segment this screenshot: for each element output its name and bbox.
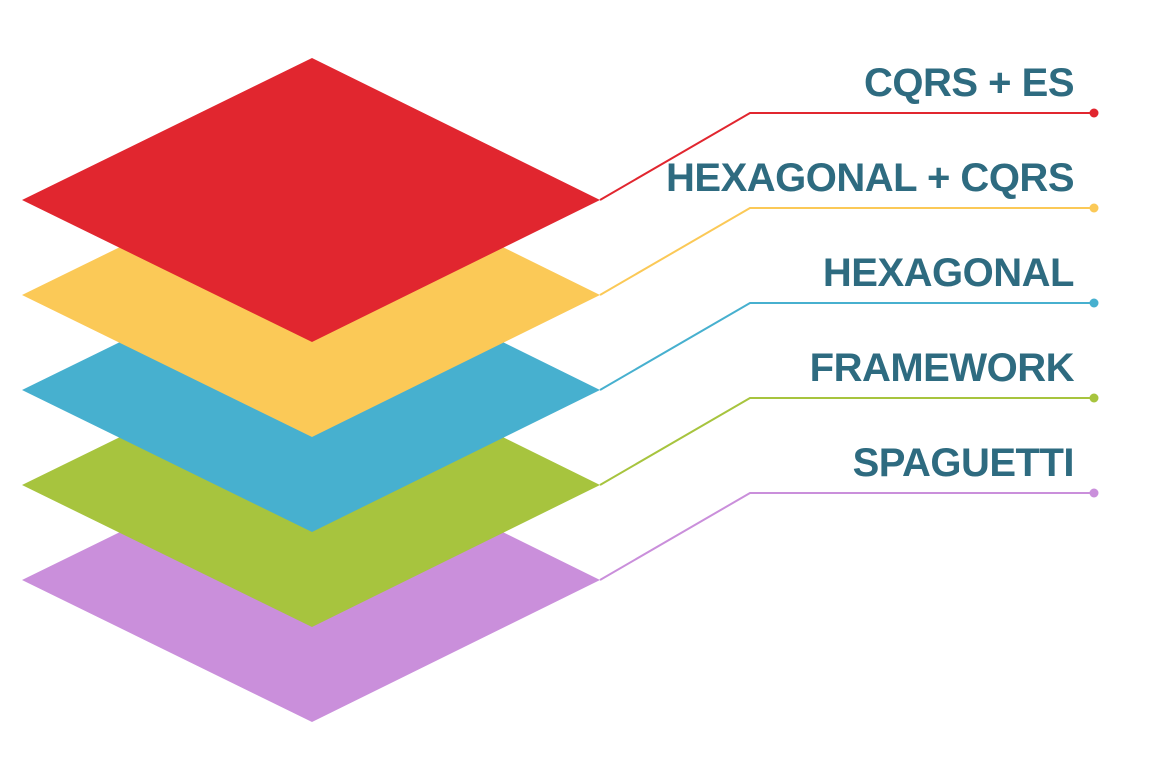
- connector-dot-cqrs-es: [1089, 108, 1099, 118]
- layer-label-hexagonal-cqrs: HEXAGONAL + CQRS: [666, 156, 1074, 200]
- connector-line-cqrs-es: [599, 112, 1094, 201]
- connector-line-hexagonal-cqrs: [599, 207, 1094, 296]
- layer-label-hexagonal: HEXAGONAL: [823, 251, 1074, 295]
- layer-planes: [22, 58, 600, 722]
- layer-label-framework: FRAMEWORK: [810, 346, 1075, 390]
- connector-line-spaguetti: [599, 492, 1094, 581]
- connector-dot-framework: [1089, 393, 1099, 403]
- layer-plane-cqrs-es: [22, 58, 600, 342]
- connector-dot-spaguetti: [1089, 488, 1099, 498]
- connector-line-hexagonal: [599, 302, 1094, 391]
- connector-line-framework: [599, 397, 1094, 486]
- layer-labels: CQRS + ES HEXAGONAL + CQRS HEXAGONAL FRAMEW…: [666, 61, 1075, 485]
- layer-connectors: [599, 108, 1099, 581]
- layer-label-cqrs-es: CQRS + ES: [864, 61, 1074, 105]
- layer-label-spaguetti: SPAGUETTI: [853, 441, 1074, 485]
- connector-dot-hexagonal-cqrs: [1089, 203, 1099, 213]
- connector-dot-hexagonal: [1089, 298, 1099, 308]
